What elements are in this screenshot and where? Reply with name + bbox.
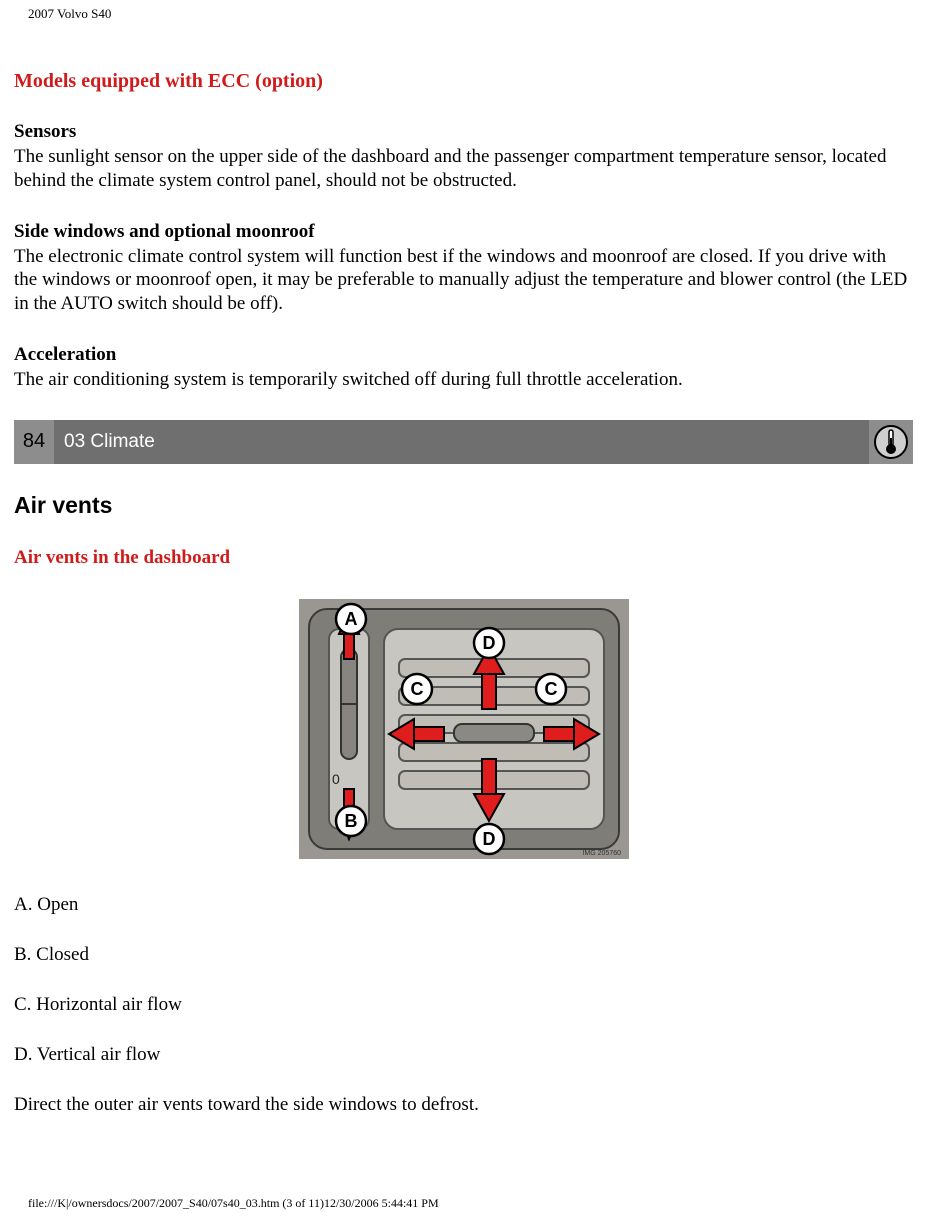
legend-tip: Direct the outer air vents toward the si…: [14, 1094, 913, 1116]
sensors-heading: Sensors: [14, 121, 913, 143]
thermometer-icon: [869, 420, 913, 464]
air-vents-heading: Air vents: [14, 492, 913, 519]
svg-text:0: 0: [332, 771, 340, 787]
image-code: IMG 205760: [582, 850, 621, 857]
windows-text: The electronic climate control system wi…: [14, 245, 913, 316]
windows-heading: Side windows and optional moonroof: [14, 221, 913, 243]
chapter-label: 03 Climate: [54, 420, 869, 464]
marker-a: A: [344, 609, 357, 629]
ecc-heading: Models equipped with ECC (option): [14, 70, 913, 93]
accel-heading: Acceleration: [14, 344, 913, 366]
sensors-text: The sunlight sensor on the upper side of…: [14, 145, 913, 193]
marker-b: B: [344, 811, 357, 831]
doc-header-title: 2007 Volvo S40: [14, 0, 913, 22]
page-bar: 84 03 Climate: [14, 420, 913, 464]
air-vent-diagram: 0: [14, 589, 913, 864]
legend-d: D. Vertical air flow: [14, 1044, 913, 1066]
air-vent-svg: 0: [299, 589, 629, 864]
marker-d2: D: [482, 829, 495, 849]
marker-c1: C: [410, 679, 423, 699]
accel-text: The air conditioning system is temporari…: [14, 368, 913, 392]
legend-b: B. Closed: [14, 944, 913, 966]
marker-d1: D: [482, 633, 495, 653]
legend-c: C. Horizontal air flow: [14, 994, 913, 1016]
page-number: 84: [14, 420, 54, 464]
marker-c2: C: [544, 679, 557, 699]
legend-a: A. Open: [14, 894, 913, 916]
air-vents-subheading: Air vents in the dashboard: [14, 547, 913, 569]
footer-path: file:///K|/ownersdocs/2007/2007_S40/07s4…: [14, 1196, 913, 1221]
